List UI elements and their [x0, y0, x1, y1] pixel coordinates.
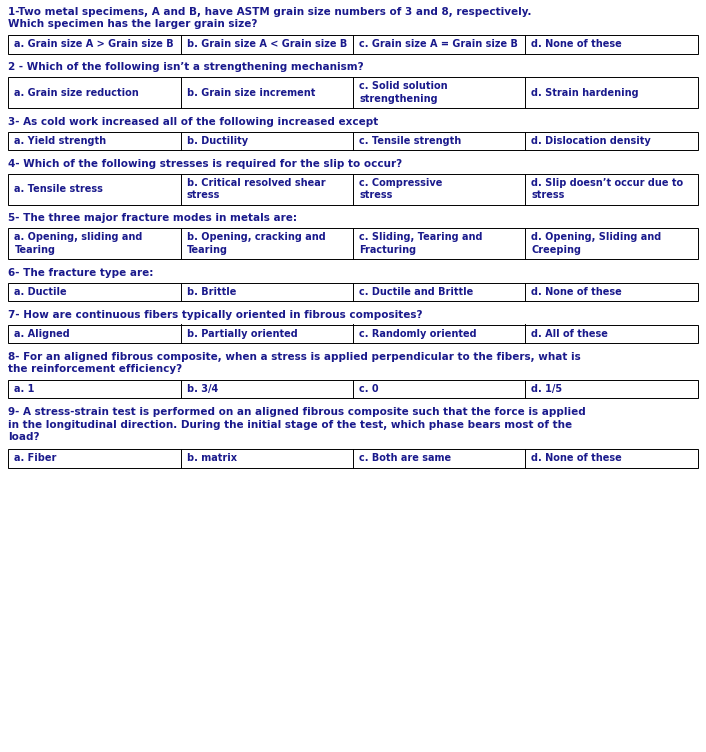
Text: b. Grain size increment: b. Grain size increment: [186, 87, 315, 98]
Bar: [8, 132, 698, 150]
Text: b. Grain size A < Grain size B: b. Grain size A < Grain size B: [186, 39, 347, 49]
Text: d. All of these: d. All of these: [531, 329, 608, 338]
Text: c. Solid solution
strengthening: c. Solid solution strengthening: [359, 81, 448, 104]
Bar: [8, 325, 698, 343]
Text: d. None of these: d. None of these: [531, 287, 622, 297]
Text: b. Critical resolved shear
stress: b. Critical resolved shear stress: [186, 177, 325, 200]
Text: d. 1/5: d. 1/5: [531, 384, 563, 394]
Text: d. Dislocation density: d. Dislocation density: [531, 136, 651, 146]
Text: c. Compressive
stress: c. Compressive stress: [359, 177, 443, 200]
Text: a. Opening, sliding and
Tearing: a. Opening, sliding and Tearing: [14, 232, 143, 255]
Text: c. Tensile strength: c. Tensile strength: [359, 136, 461, 146]
Text: a. Ductile: a. Ductile: [14, 287, 67, 297]
Text: b. Brittle: b. Brittle: [186, 287, 236, 297]
Text: c. Grain size A = Grain size B: c. Grain size A = Grain size B: [359, 39, 518, 49]
Text: d. Opening, Sliding and
Creeping: d. Opening, Sliding and Creeping: [531, 232, 662, 255]
Text: 6- The fracture type are:: 6- The fracture type are:: [8, 268, 154, 278]
Text: a. Fiber: a. Fiber: [14, 453, 57, 463]
Bar: [8, 380, 698, 399]
Text: 2 - Which of the following isn’t a strengthening mechanism?: 2 - Which of the following isn’t a stren…: [8, 62, 364, 72]
Bar: [8, 174, 698, 205]
Text: b. Partially oriented: b. Partially oriented: [186, 329, 297, 338]
Text: b. matrix: b. matrix: [186, 453, 237, 463]
Text: 9- A stress-strain test is performed on an aligned fibrous composite such that t: 9- A stress-strain test is performed on …: [8, 408, 586, 442]
Text: 7- How are continuous fibers typically oriented in fibrous composites?: 7- How are continuous fibers typically o…: [8, 310, 423, 320]
Text: 3- As cold work increased all of the following increased except: 3- As cold work increased all of the fol…: [8, 117, 378, 127]
Text: a. Grain size reduction: a. Grain size reduction: [14, 87, 139, 98]
Text: d. None of these: d. None of these: [531, 453, 622, 463]
Text: d. Slip doesn’t occur due to
stress: d. Slip doesn’t occur due to stress: [531, 177, 683, 200]
Text: c. Both are same: c. Both are same: [359, 453, 451, 463]
Text: 1-Two metal specimens, A and B, have ASTM grain size numbers of 3 and 8, respect: 1-Two metal specimens, A and B, have AST…: [8, 7, 532, 29]
Bar: [8, 449, 698, 468]
Text: b. Opening, cracking and
Tearing: b. Opening, cracking and Tearing: [186, 232, 325, 255]
Bar: [8, 283, 698, 301]
Text: b. Ductility: b. Ductility: [186, 136, 248, 146]
Bar: [8, 35, 698, 53]
Text: c. Ductile and Brittle: c. Ductile and Brittle: [359, 287, 473, 297]
Text: d. None of these: d. None of these: [531, 39, 622, 49]
Text: c. Randomly oriented: c. Randomly oriented: [359, 329, 477, 338]
Text: d. Strain hardening: d. Strain hardening: [531, 87, 639, 98]
Text: b. 3/4: b. 3/4: [186, 384, 218, 394]
Text: 4- Which of the following stresses is required for the slip to occur?: 4- Which of the following stresses is re…: [8, 159, 402, 169]
Text: 8- For an aligned fibrous composite, when a stress is applied perpendicular to t: 8- For an aligned fibrous composite, whe…: [8, 352, 581, 374]
Text: c. 0: c. 0: [359, 384, 378, 394]
Bar: [8, 77, 698, 108]
Text: a. 1: a. 1: [14, 384, 35, 394]
Text: a. Yield strength: a. Yield strength: [14, 136, 107, 146]
Text: a. Tensile stress: a. Tensile stress: [14, 184, 103, 194]
Text: 5- The three major fracture modes in metals are:: 5- The three major fracture modes in met…: [8, 214, 297, 223]
Text: c. Sliding, Tearing and
Fracturing: c. Sliding, Tearing and Fracturing: [359, 232, 482, 255]
Text: a. Aligned: a. Aligned: [14, 329, 70, 338]
Bar: [8, 228, 698, 259]
Text: a. Grain size A > Grain size B: a. Grain size A > Grain size B: [14, 39, 174, 49]
